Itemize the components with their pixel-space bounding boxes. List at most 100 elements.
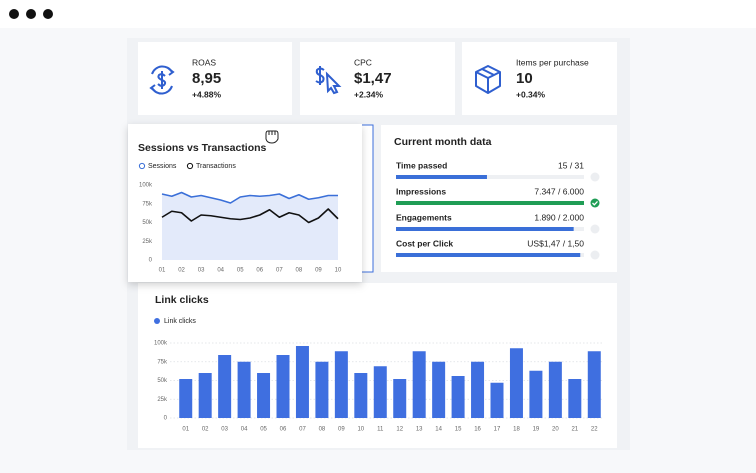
bar (198, 373, 212, 418)
bar (509, 348, 523, 418)
status-pending (590, 250, 600, 260)
bar (490, 382, 504, 418)
kpi-label: ROAS (192, 57, 216, 67)
x-tick-label: 21 (571, 427, 578, 433)
bar (218, 355, 232, 418)
x-tick-label: 01 (182, 427, 189, 433)
bar (315, 361, 329, 418)
legend-label: Sessions (148, 163, 177, 170)
x-tick-label: 14 (435, 427, 442, 433)
progress-bar (396, 201, 584, 205)
x-tick-label: 17 (494, 427, 501, 433)
x-tick-label: 04 (241, 427, 248, 433)
window-dot[interactable] (9, 9, 19, 19)
x-tick-label: 04 (217, 268, 224, 274)
x-tick-label: 09 (315, 268, 322, 274)
progress-track (396, 175, 584, 179)
status-pending (590, 172, 600, 182)
kpi-value: 10 (516, 70, 533, 87)
row-value: 7.347 / 6.000 (534, 186, 584, 196)
x-tick-label: 02 (178, 268, 185, 274)
legend-label: Link clicks (164, 318, 196, 325)
bar (237, 361, 251, 418)
x-tick-label: 02 (202, 427, 209, 433)
row-value: 1.890 / 2.000 (534, 212, 584, 222)
kpi-card (300, 42, 455, 115)
progress-bar (396, 253, 581, 257)
progress-bar (396, 175, 487, 179)
grab-cursor (265, 130, 279, 144)
current-month-card (381, 125, 617, 272)
x-tick-label: 22 (591, 427, 598, 433)
legend-marker (154, 318, 160, 324)
status-check (592, 200, 598, 206)
kpi-label: CPC (354, 57, 372, 67)
bar (257, 373, 271, 418)
bar (295, 346, 309, 418)
y-tick-label: 75k (142, 201, 153, 207)
bar (529, 370, 543, 418)
bar (548, 361, 562, 418)
window-dot[interactable] (26, 9, 36, 19)
bar (373, 366, 387, 418)
link-clicks-card (138, 283, 617, 448)
bar (354, 373, 368, 418)
cpc-icon (315, 66, 342, 95)
row-label: Impressions (396, 186, 446, 196)
chart-title: Sessions vs Transactions (138, 142, 267, 154)
x-tick-label: 06 (280, 427, 287, 433)
legend-marker (138, 162, 146, 170)
x-tick-label: 05 (260, 427, 267, 433)
x-tick-label: 20 (552, 427, 559, 433)
progress-bar (396, 227, 574, 231)
kpi-change: +0.34% (516, 89, 546, 99)
bar (568, 379, 582, 418)
x-tick-label: 19 (533, 427, 540, 433)
x-tick-label: 10 (335, 268, 342, 274)
legend-label: Transactions (196, 163, 236, 170)
kpi-card (138, 42, 292, 115)
row-label: Cost per Click (396, 238, 453, 248)
bar (334, 351, 348, 418)
y-tick-label: 100k (139, 183, 153, 189)
y-tick-label: 25k (142, 239, 153, 245)
bar (471, 361, 485, 418)
status-pending (590, 224, 600, 234)
x-tick-label: 11 (377, 427, 384, 433)
card-title: Current month data (394, 136, 492, 148)
y-tick-label: 0 (164, 416, 168, 422)
x-tick-label: 13 (416, 427, 423, 433)
y-tick-label: 50k (142, 220, 153, 226)
area (162, 192, 338, 260)
x-tick-label: 07 (299, 427, 306, 433)
x-tick-label: 06 (256, 268, 263, 274)
line (161, 191, 338, 204)
x-tick-label: 18 (513, 427, 520, 433)
x-tick-label: 03 (221, 427, 228, 433)
items-icon (475, 65, 501, 94)
x-tick-label: 16 (474, 427, 481, 433)
row-value: US$1,47 / 1,50 (527, 238, 584, 248)
bar (412, 351, 426, 418)
x-tick-label: 05 (237, 268, 244, 274)
kpi-change: +4.88% (192, 89, 222, 99)
status-done (590, 198, 600, 208)
x-tick-label: 08 (319, 427, 326, 433)
legend-marker (186, 162, 194, 170)
x-tick-label: 09 (338, 427, 345, 433)
window-dot[interactable] (43, 9, 53, 19)
x-tick-label: 10 (357, 427, 364, 433)
bar (432, 361, 446, 418)
x-tick-label: 15 (455, 427, 462, 433)
x-tick-label: 03 (198, 268, 205, 274)
x-tick-label: 01 (159, 268, 166, 274)
line (161, 208, 339, 224)
kpi-label: Items per purchase (516, 57, 589, 67)
bar (393, 379, 407, 418)
x-tick-label: 08 (296, 268, 303, 274)
y-tick-label: 25k (157, 397, 168, 403)
x-tick-label: 12 (396, 427, 403, 433)
bar (451, 376, 465, 418)
roas-icon (149, 65, 175, 95)
